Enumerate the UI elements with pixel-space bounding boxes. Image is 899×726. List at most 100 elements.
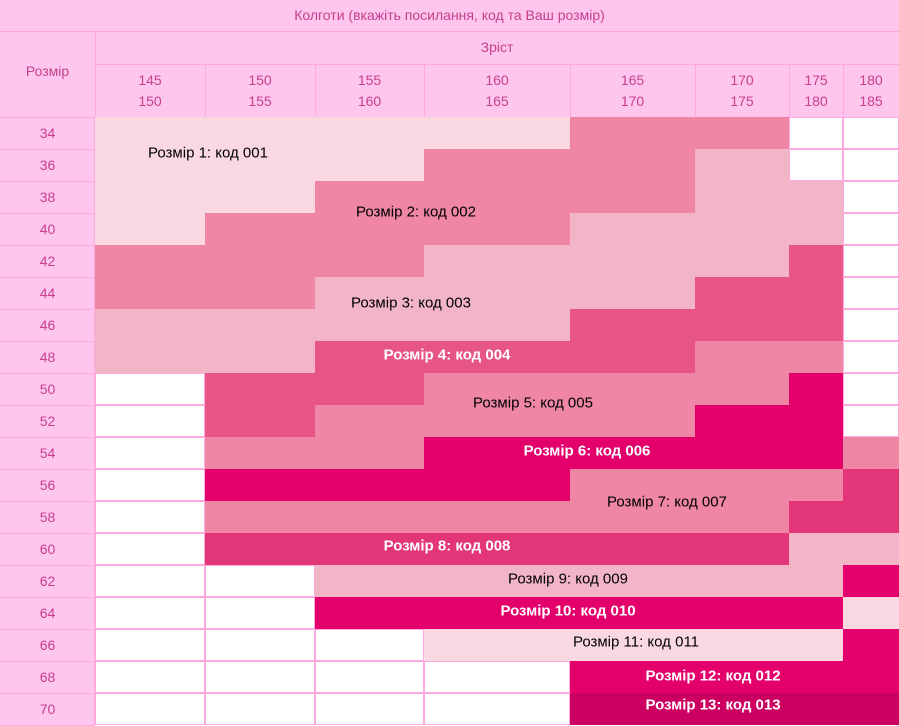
size-row-label: 40 bbox=[0, 213, 95, 245]
size-region-cell bbox=[570, 213, 695, 245]
height-range-to: 150 bbox=[138, 92, 162, 109]
size-region-cell bbox=[789, 501, 843, 533]
grid-line bbox=[95, 437, 96, 469]
grid-line bbox=[843, 341, 899, 342]
size-region-cell bbox=[695, 469, 789, 501]
empty-cell bbox=[424, 693, 570, 725]
size-code-label: Розмір 10: код 010 bbox=[500, 602, 636, 620]
size-region-cell bbox=[315, 597, 424, 629]
height-range-header: 180 185 bbox=[843, 64, 899, 117]
size-region-cell bbox=[570, 597, 695, 629]
empty-cell bbox=[95, 501, 205, 533]
grid-line bbox=[843, 149, 844, 181]
size-region-cell bbox=[570, 565, 695, 597]
empty-cell bbox=[205, 565, 315, 597]
grid-line bbox=[570, 64, 571, 117]
size-row-label: 44 bbox=[0, 277, 95, 309]
grid-line bbox=[843, 149, 899, 150]
grid-line bbox=[205, 661, 206, 693]
height-range-to: 155 bbox=[248, 92, 272, 109]
size-region-cell bbox=[315, 373, 424, 405]
size-region-cell bbox=[789, 213, 843, 245]
size-region-cell bbox=[570, 661, 695, 693]
size-code-label: Розмір 13: код 013 bbox=[645, 696, 781, 714]
grid-line bbox=[843, 276, 899, 277]
empty-cell bbox=[843, 405, 899, 437]
size-region-cell bbox=[570, 341, 695, 373]
grid-line bbox=[314, 661, 315, 693]
size-region-cell bbox=[570, 533, 695, 565]
grid-line bbox=[695, 64, 696, 117]
size-region-cell bbox=[315, 565, 424, 597]
size-region-cell bbox=[843, 501, 899, 533]
grid-line bbox=[424, 64, 425, 117]
empty-cell bbox=[315, 629, 424, 661]
size-region-cell bbox=[843, 661, 899, 693]
size-region-cell bbox=[205, 437, 315, 469]
height-range-to: 175 bbox=[730, 92, 754, 109]
size-row-label: 66 bbox=[0, 629, 95, 661]
grid-line bbox=[423, 693, 424, 725]
size-region-cell bbox=[843, 469, 899, 501]
height-range-header: 160 165 bbox=[424, 64, 570, 117]
size-region-cell bbox=[789, 181, 843, 213]
height-range-from: 180 bbox=[859, 71, 883, 88]
empty-cell bbox=[95, 437, 205, 469]
grid-line bbox=[842, 117, 843, 149]
size-region-cell bbox=[843, 693, 899, 725]
size-region-cell bbox=[570, 309, 695, 341]
size-region-cell bbox=[95, 277, 205, 309]
size-region-cell bbox=[695, 373, 789, 405]
size-region-cell bbox=[695, 309, 789, 341]
grid-line bbox=[205, 660, 315, 661]
empty-cell bbox=[95, 373, 205, 405]
grid-line bbox=[0, 309, 95, 310]
size-region-cell bbox=[570, 501, 695, 533]
size-row-label: 52 bbox=[0, 405, 95, 437]
size-region-cell bbox=[695, 597, 789, 629]
size-region-cell bbox=[205, 277, 315, 309]
grid-line bbox=[204, 597, 205, 629]
size-region-cell bbox=[789, 277, 843, 309]
grid-line bbox=[315, 693, 316, 725]
grid-line bbox=[204, 661, 205, 693]
grid-line bbox=[95, 564, 205, 565]
size-region-cell bbox=[789, 693, 843, 725]
empty-cell bbox=[95, 565, 205, 597]
grid-line bbox=[0, 469, 95, 470]
size-region-cell bbox=[315, 149, 424, 181]
empty-cell bbox=[95, 405, 205, 437]
grid-line bbox=[843, 117, 899, 118]
height-range-header: 175 180 bbox=[789, 64, 843, 117]
size-region-cell bbox=[789, 597, 843, 629]
size-row-label: 70 bbox=[0, 693, 95, 725]
grid-line bbox=[95, 31, 96, 117]
size-region-cell bbox=[424, 469, 570, 501]
size-region-cell bbox=[315, 469, 424, 501]
empty-cell bbox=[843, 309, 899, 341]
grid-line bbox=[95, 436, 205, 437]
size-region-cell bbox=[315, 245, 424, 277]
size-region-cell bbox=[843, 629, 899, 661]
grid-line bbox=[205, 692, 315, 693]
size-region-cell bbox=[95, 181, 205, 213]
empty-cell bbox=[95, 469, 205, 501]
empty-cell bbox=[843, 277, 899, 309]
size-region-cell bbox=[424, 437, 570, 469]
size-region-cell bbox=[424, 629, 570, 661]
height-range-header: 165 170 bbox=[570, 64, 695, 117]
size-row-label: 36 bbox=[0, 149, 95, 181]
size-row-label: 34 bbox=[0, 117, 95, 149]
size-region-cell bbox=[205, 245, 315, 277]
grid-line bbox=[205, 596, 315, 597]
size-region-cell bbox=[205, 181, 315, 213]
size-region-cell bbox=[695, 437, 789, 469]
grid-line bbox=[569, 661, 570, 693]
grid-line bbox=[843, 181, 844, 213]
size-region-cell bbox=[424, 245, 570, 277]
size-column-header: Розмір bbox=[0, 31, 95, 117]
size-row-label: 64 bbox=[0, 597, 95, 629]
size-code-label: Розмір 6: код 006 bbox=[523, 442, 651, 460]
grid-line bbox=[95, 405, 205, 406]
